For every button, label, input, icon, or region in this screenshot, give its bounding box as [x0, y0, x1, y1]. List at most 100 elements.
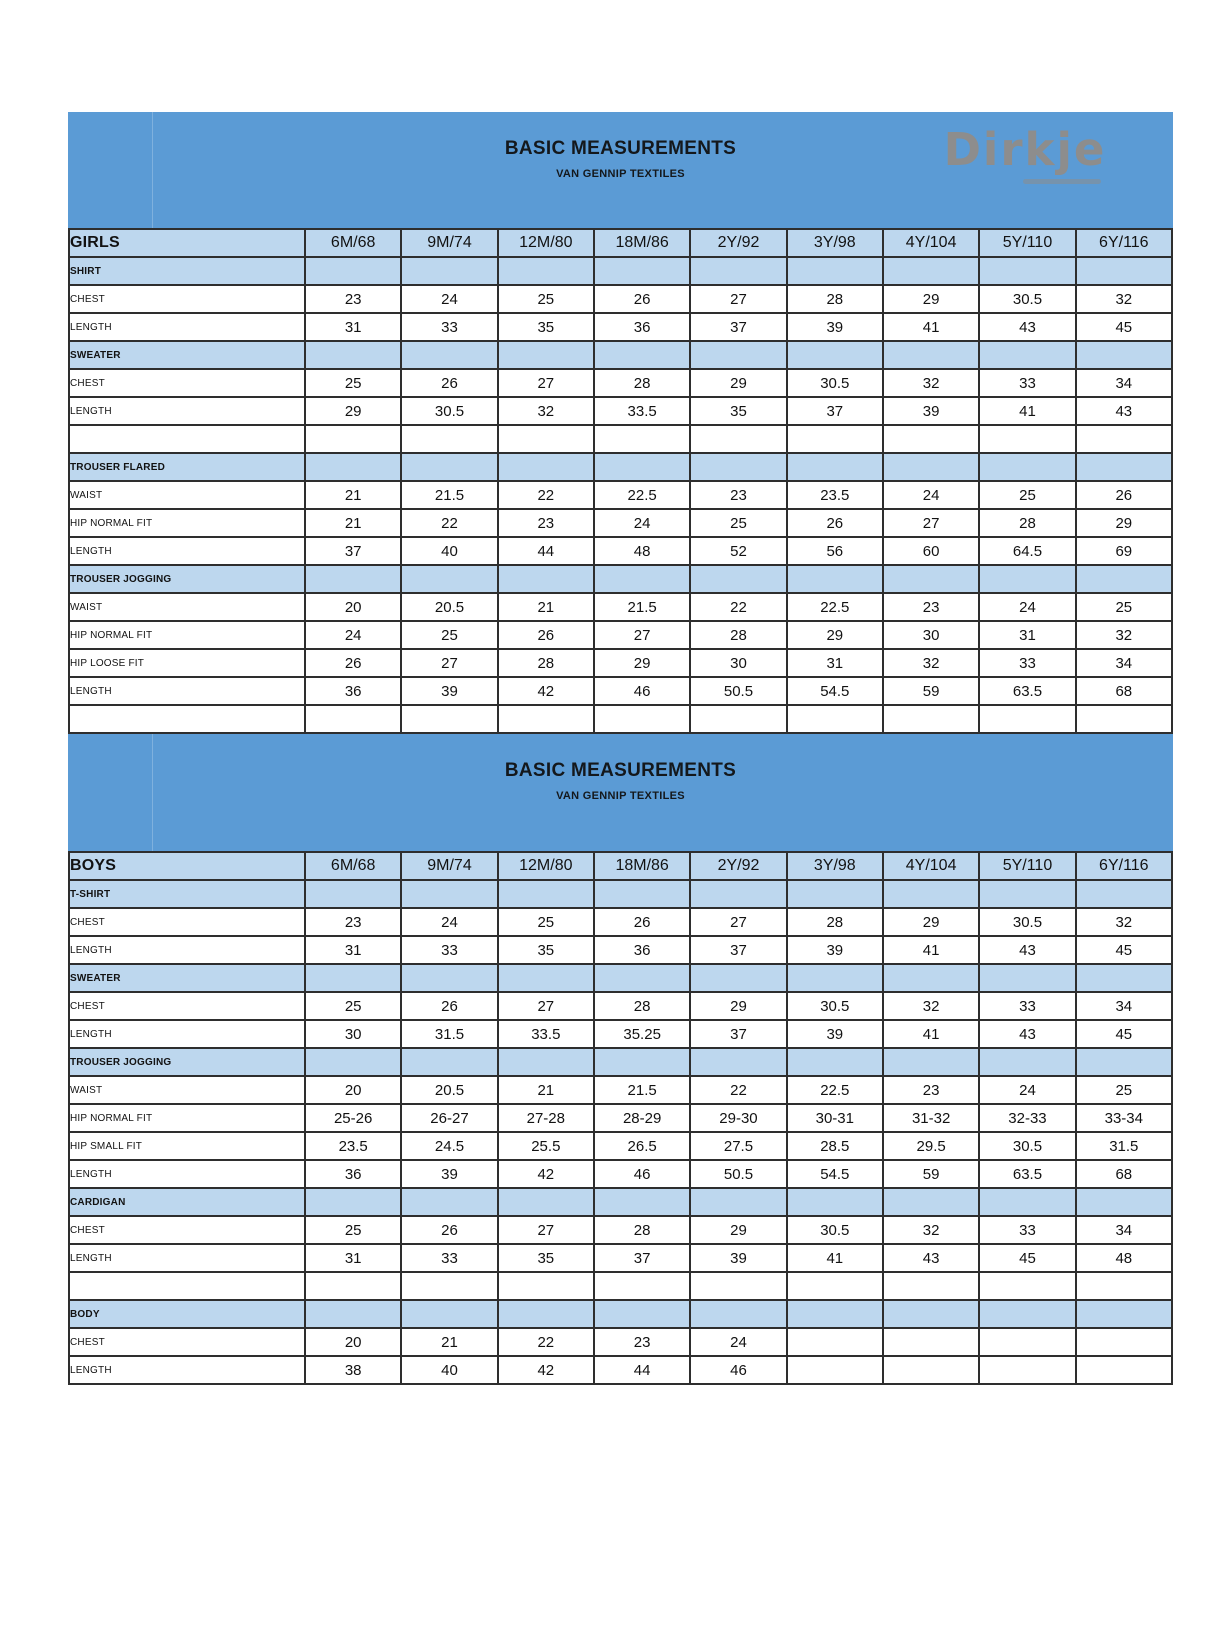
row-label-cell: LENGTH: [68, 1355, 306, 1385]
empty-cell: [592, 963, 692, 993]
value-cell: 22.5: [785, 592, 884, 622]
empty-cell: [689, 1187, 788, 1217]
value-cell: 33: [978, 648, 1077, 678]
value-cell: 22.5: [592, 480, 692, 510]
dirkje-logo-text: Dirkje: [943, 123, 1107, 176]
value-cell: 22: [689, 592, 788, 622]
size-column-header: 3Y/98: [785, 851, 884, 881]
value-cell: 35.25: [592, 1019, 692, 1049]
row-label-cell: CHEST: [68, 1327, 306, 1357]
value-cell: 25: [303, 1215, 403, 1245]
table-title-cell: BOYS: [68, 851, 306, 881]
empty-cell: [1074, 1187, 1174, 1217]
header-gridline: [152, 734, 153, 851]
value-cell: 25: [496, 907, 595, 937]
empty-cell: [592, 564, 692, 594]
empty-cell: [1074, 1299, 1174, 1329]
value-cell: 42: [496, 1355, 595, 1385]
value-cell: 29: [689, 991, 788, 1021]
empty-cell: [978, 452, 1077, 482]
value-cell: 29.5: [881, 1131, 981, 1161]
value-cell: 45: [1074, 935, 1174, 965]
empty-cell: [978, 424, 1077, 454]
report-subtitle: VAN GENNIP TEXTILES: [556, 790, 685, 802]
value-cell: 22: [689, 1075, 788, 1105]
value-cell: 21: [496, 592, 595, 622]
empty-cell: [785, 424, 884, 454]
value-cell: 32: [1074, 907, 1174, 937]
value-cell: 43: [978, 935, 1077, 965]
empty-cell: [1074, 452, 1174, 482]
value-cell: 32: [1074, 284, 1174, 314]
value-cell: 63.5: [978, 1159, 1077, 1189]
value-cell: 32: [1074, 620, 1174, 650]
value-cell: 46: [592, 1159, 692, 1189]
value-cell: 69: [1074, 536, 1174, 566]
value-cell: 26: [400, 991, 499, 1021]
empty-cell: [689, 1299, 788, 1329]
section-row: BODY: [68, 1299, 1174, 1329]
empty-cell: [592, 452, 692, 482]
empty-cell: [303, 256, 403, 286]
empty-cell: [785, 1187, 884, 1217]
empty-cell: [785, 340, 884, 370]
value-cell: 23: [881, 592, 981, 622]
value-cell: [978, 1355, 1077, 1385]
table-row: CHEST 23 24 25 26 27 28 29 30.5 32: [68, 907, 1174, 937]
value-cell: 23: [592, 1327, 692, 1357]
value-cell: 37: [592, 1243, 692, 1273]
size-column-header: 5Y/110: [978, 228, 1077, 258]
empty-cell: [303, 1047, 403, 1077]
empty-cell: [496, 879, 595, 909]
table-row: CHEST 20 21 22 23 24: [68, 1327, 1174, 1357]
empty-cell: [400, 564, 499, 594]
value-cell: 32: [881, 991, 981, 1021]
empty-cell: [592, 256, 692, 286]
value-cell: 25: [978, 480, 1077, 510]
value-cell: 36: [303, 676, 403, 706]
empty-cell: [1074, 1271, 1174, 1301]
table-row: LENGTH 30 31.5 33.5 35.25 37 39 41 43 45: [68, 1019, 1174, 1049]
value-cell: 35: [689, 396, 788, 426]
value-cell: 29: [592, 648, 692, 678]
value-cell: 31: [303, 935, 403, 965]
row-label-cell: WAIST: [68, 1075, 306, 1105]
empty-cell: [689, 340, 788, 370]
value-cell: 27: [496, 1215, 595, 1245]
size-column-header: 2Y/92: [689, 228, 788, 258]
empty-cell: [592, 340, 692, 370]
row-label-cell: LENGTH: [68, 312, 306, 342]
value-cell: 30.5: [400, 396, 499, 426]
blank-row: [68, 704, 1174, 734]
value-cell: 27: [400, 648, 499, 678]
empty-cell: [689, 564, 788, 594]
empty-cell: [689, 1047, 788, 1077]
value-cell: 22: [496, 480, 595, 510]
empty-cell: [1074, 564, 1174, 594]
empty-cell: [400, 1299, 499, 1329]
row-label-cell: HIP NORMAL FIT: [68, 1103, 306, 1133]
empty-cell: [400, 340, 499, 370]
value-cell: 33: [400, 1243, 499, 1273]
empty-cell: [881, 564, 981, 594]
value-cell: [881, 1327, 981, 1357]
value-cell: 40: [400, 536, 499, 566]
value-cell: [881, 1355, 981, 1385]
row-label-cell: LENGTH: [68, 536, 306, 566]
value-cell: 33.5: [496, 1019, 595, 1049]
header-titles: BASIC MEASUREMENTS VAN GENNIP TEXTILES: [68, 734, 1173, 802]
value-cell: 26: [1074, 480, 1174, 510]
size-column-header: 6M/68: [303, 851, 403, 881]
value-cell: 32: [881, 648, 981, 678]
value-cell: 42: [496, 1159, 595, 1189]
value-cell: 23: [303, 284, 403, 314]
empty-cell: [689, 424, 788, 454]
empty-label-cell: [68, 424, 306, 454]
empty-label-cell: [68, 1271, 306, 1301]
empty-cell: [303, 963, 403, 993]
value-cell: 43: [881, 1243, 981, 1273]
section-row: CARDIGAN: [68, 1187, 1174, 1217]
value-cell: 23.5: [785, 480, 884, 510]
empty-cell: [496, 963, 595, 993]
value-cell: 28: [785, 284, 884, 314]
